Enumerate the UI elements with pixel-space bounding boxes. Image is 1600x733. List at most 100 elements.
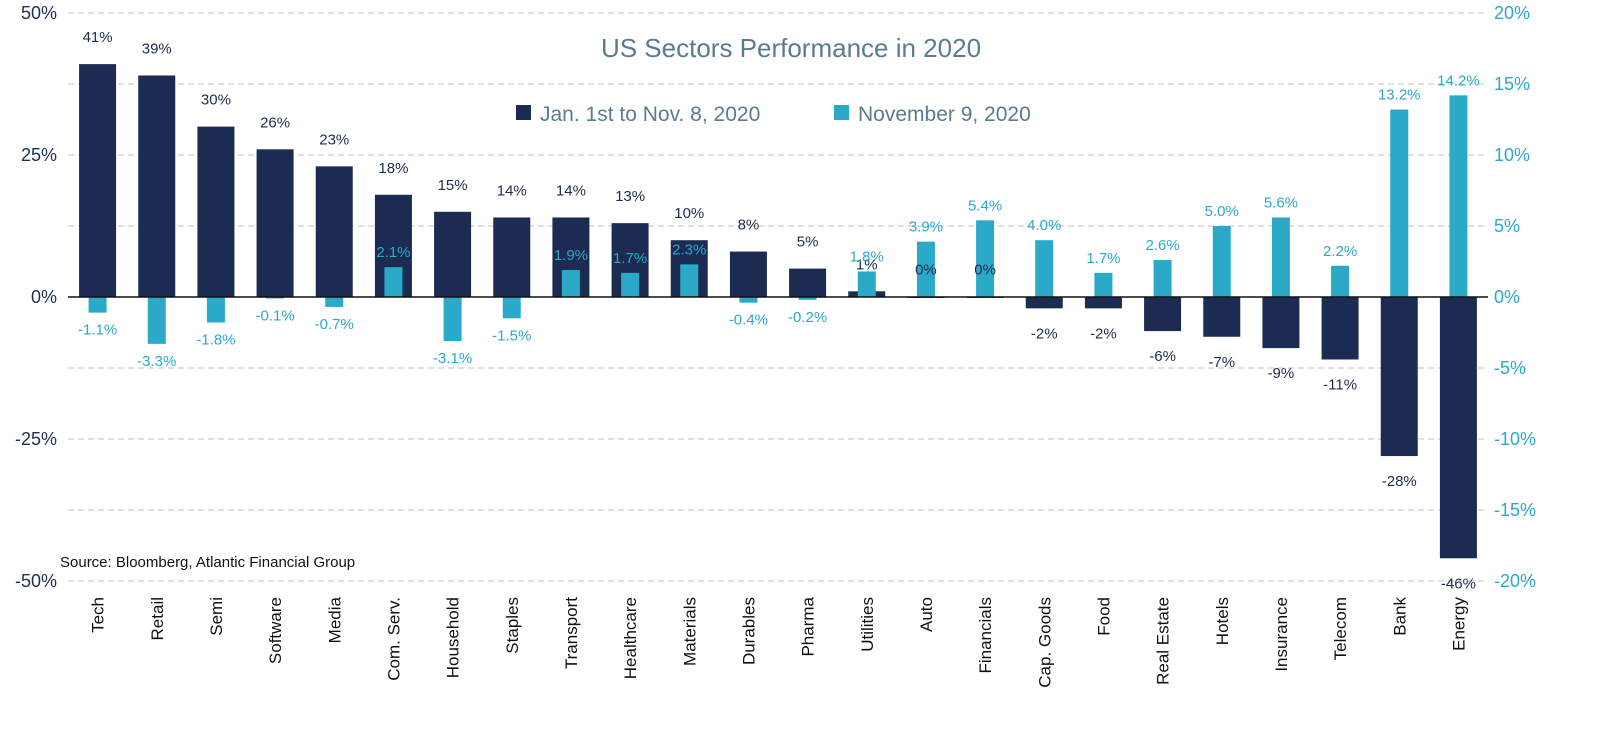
data-label-series-1: 14% xyxy=(497,182,527,199)
data-label-series-2: -0.4% xyxy=(729,312,768,329)
data-label-series-2: 2.6% xyxy=(1145,237,1179,254)
data-label-series-2: -1.1% xyxy=(78,322,117,339)
bar-series-2 xyxy=(621,272,640,297)
data-label-series-2: 2.3% xyxy=(672,241,706,258)
data-label-series-1: 30% xyxy=(201,92,231,109)
bar-series-2 xyxy=(798,297,817,300)
x-category-label: Transport xyxy=(562,597,581,669)
data-label-series-2: -3.1% xyxy=(433,350,472,367)
y-left-tick-label: -25% xyxy=(15,429,57,449)
data-label-series-2: 13.2% xyxy=(1378,87,1421,104)
data-label-series-1: -11% xyxy=(1323,376,1357,393)
x-category-label: Materials xyxy=(680,597,699,666)
bar-series-2 xyxy=(1035,240,1054,297)
source-note: Source: Bloomberg, Atlantic Financial Gr… xyxy=(60,554,355,571)
y-right-tick-label: 20% xyxy=(1494,3,1530,23)
chart-title: US Sectors Performance in 2020 xyxy=(601,33,981,63)
data-label-series-2: 1.7% xyxy=(1086,250,1120,267)
data-label-series-1: 0% xyxy=(974,261,996,278)
x-category-label: Telecom xyxy=(1331,597,1350,660)
bar-series-1 xyxy=(789,268,827,297)
data-label-series-2: 1.7% xyxy=(613,250,647,267)
y-left-tick-label: -50% xyxy=(15,571,57,591)
data-label-series-2: 5.0% xyxy=(1205,203,1239,220)
bar-series-2 xyxy=(206,297,225,323)
bar-series-2 xyxy=(1331,265,1350,297)
x-category-label: Durables xyxy=(739,597,758,665)
x-category-label: Healthcare xyxy=(621,597,640,679)
bar-series-2 xyxy=(325,297,344,307)
x-category-label: Bank xyxy=(1390,597,1409,636)
bar-series-2 xyxy=(1449,95,1468,297)
data-label-series-2: 4.0% xyxy=(1027,217,1061,234)
y-left-tick-label: 0% xyxy=(31,287,57,307)
data-label-series-2: 14.2% xyxy=(1437,72,1480,89)
y-right-tick-label: -5% xyxy=(1494,358,1526,378)
data-label-series-1: 0% xyxy=(915,261,937,278)
data-label-series-1: -7% xyxy=(1208,354,1235,371)
bar-series-1 xyxy=(1025,297,1063,309)
data-label-series-2: 5.4% xyxy=(968,197,1002,214)
x-axis-categories: Tech Retail Semi Software Media Com. Serv. Hou… xyxy=(89,596,1469,687)
x-category-label: Com. Serv. xyxy=(384,597,403,681)
x-category-label: Pharma xyxy=(799,596,818,656)
data-label-series-2: 1.8% xyxy=(850,248,884,265)
bar-series-2 xyxy=(1153,260,1172,297)
x-category-label: Financials xyxy=(976,597,995,674)
data-label-series-1: -2% xyxy=(1090,325,1117,342)
data-label-series-1: 15% xyxy=(438,177,468,194)
bar-series-1 xyxy=(1321,297,1359,360)
x-category-label: Software xyxy=(266,597,285,664)
x-category-label: Media xyxy=(325,596,344,643)
bar-series-2 xyxy=(857,271,876,297)
data-label-series-2: 2.2% xyxy=(1323,243,1357,260)
x-category-label: Energy xyxy=(1449,597,1468,651)
y-right-tick-label: 15% xyxy=(1494,74,1530,94)
bar-series-2 xyxy=(147,297,166,344)
legend-label-series-1: Jan. 1st to Nov. 8, 2020 xyxy=(540,103,760,126)
x-category-label: Tech xyxy=(89,597,108,633)
y-left-tick-label: 50% xyxy=(21,3,57,23)
y-right-tick-label: 10% xyxy=(1494,145,1530,165)
data-label-series-1: -46% xyxy=(1441,575,1476,592)
x-category-label: Staples xyxy=(503,597,522,654)
bar-series-1 xyxy=(138,75,176,297)
bar-series-2 xyxy=(1390,109,1409,297)
y-right-tick-label: 5% xyxy=(1494,216,1520,236)
data-label-series-1: -9% xyxy=(1268,365,1295,382)
gridlines xyxy=(68,12,1488,582)
bar-series-1 xyxy=(315,166,353,297)
y-right-tick-label: -10% xyxy=(1494,429,1536,449)
y-right-tick-label: 0% xyxy=(1494,287,1520,307)
data-label-series-2: 2.1% xyxy=(376,244,410,261)
bar-series-1 xyxy=(434,211,472,297)
data-label-series-1: 8% xyxy=(738,217,760,234)
y-right-tick-label: -20% xyxy=(1494,571,1536,591)
y-axis-left: 50% 25% 0% -25% -50% xyxy=(15,3,57,591)
data-label-series-2: 3.9% xyxy=(909,219,943,236)
bar-series-2 xyxy=(739,297,758,303)
bars xyxy=(79,64,1477,559)
data-label-series-2: -1.5% xyxy=(492,327,531,344)
data-label-series-2: 5.6% xyxy=(1264,194,1298,211)
bar-series-1 xyxy=(1203,297,1241,337)
data-label-series-1: 13% xyxy=(615,188,645,205)
bar-series-2 xyxy=(1271,217,1290,297)
bar-series-1 xyxy=(1084,297,1122,309)
bar-series-2 xyxy=(976,220,995,297)
data-label-series-1: 18% xyxy=(378,160,408,177)
data-label-series-1: 14% xyxy=(556,182,586,199)
legend-label-series-2: November 9, 2020 xyxy=(858,103,1031,126)
bar-series-1 xyxy=(1144,297,1182,332)
bar-series-1 xyxy=(493,217,531,297)
x-category-label: Auto xyxy=(917,597,936,632)
x-category-label: Utilities xyxy=(858,597,877,652)
bar-series-1 xyxy=(729,251,767,297)
x-category-label: Household xyxy=(444,597,463,678)
data-label-series-1: 10% xyxy=(674,205,704,222)
data-label-series-1: -28% xyxy=(1382,473,1417,490)
x-category-label: Hotels xyxy=(1213,597,1232,645)
bar-series-2 xyxy=(502,297,521,319)
data-label-series-2: -0.2% xyxy=(788,309,827,326)
